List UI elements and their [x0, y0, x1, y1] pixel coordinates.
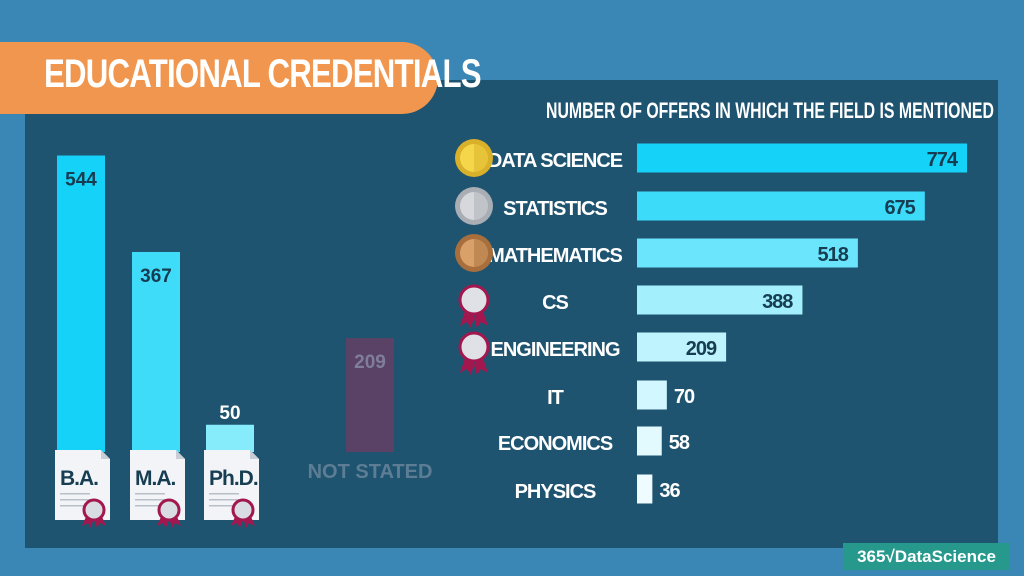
brand-logo: 365√DataScience [843, 543, 1010, 570]
bar-value-label: 675 [884, 197, 915, 219]
bar-m-a- [132, 251, 180, 452]
bar-value-label: 50 [219, 403, 240, 424]
category-label: PHYSICS [515, 481, 596, 503]
category-label: ECONOMICS [498, 433, 613, 455]
category-label: ENGINEERING [490, 339, 619, 361]
bar-value-label: 367 [140, 266, 172, 287]
title-banner [0, 42, 438, 114]
bar-value-label: 518 [818, 244, 849, 266]
medal-shade [474, 192, 488, 220]
category-label: M.A. [135, 467, 175, 490]
bar-cs [637, 285, 803, 315]
medal-shade [474, 144, 488, 172]
bar-value-label: 209 [686, 338, 717, 360]
rosette-face [458, 284, 490, 316]
field-chart-title: NUMBER OF OFFERS IN WHICH THE FIELD IS M… [546, 98, 994, 123]
certificate-line [60, 505, 90, 507]
certificate-line [135, 493, 165, 495]
certificate-line [209, 499, 239, 501]
certificate-fold [176, 450, 185, 459]
certificate-icon: B.A. [55, 450, 110, 528]
gold-medal-icon [455, 139, 493, 177]
bar-value-label: 388 [762, 291, 793, 313]
bar-economics [637, 426, 662, 456]
seal [82, 498, 106, 522]
bar-value-label: 774 [927, 149, 959, 171]
bar-value-label: 70 [674, 386, 695, 408]
category-label: IT [547, 387, 564, 409]
bar-statistics [637, 191, 925, 221]
bar-value-label: 544 [65, 170, 97, 191]
category-label: STATISTICS [503, 198, 607, 220]
bar-physics [637, 474, 653, 504]
certificate-line [209, 505, 239, 507]
certificate-fold [250, 450, 259, 459]
bar-it [637, 380, 667, 410]
bar-engineering [637, 332, 727, 362]
bar-mathematics [637, 238, 858, 268]
category-label: MATHEMATICS [488, 245, 622, 267]
bar-value-label: 209 [354, 352, 386, 373]
certificate-line [135, 499, 165, 501]
category-label: DATA SCIENCE [488, 150, 623, 172]
certificate-icon: Ph.D. [204, 450, 259, 528]
bar-data-science [637, 143, 968, 173]
certificate-icon: M.A. [130, 450, 185, 528]
rosette-face [458, 331, 490, 363]
silver-medal-icon [455, 187, 493, 225]
rosette-icon [458, 331, 490, 375]
category-label: NOT STATED [308, 461, 433, 483]
bar-value-label: 36 [659, 480, 680, 502]
certificate-line [209, 493, 239, 495]
rosette-icon [458, 284, 490, 328]
category-label: Ph.D. [209, 467, 258, 490]
bar-value-label: 58 [669, 432, 690, 454]
page-title: EDUCATIONAL CREDENTIALS [44, 52, 482, 96]
certificate-line [60, 499, 90, 501]
bar-ph-d- [206, 424, 254, 452]
seal [157, 498, 181, 522]
category-label: B.A. [60, 467, 98, 490]
bar-b-a- [57, 155, 105, 452]
seal [231, 498, 255, 522]
certificate-fold [101, 450, 110, 459]
bronze-medal-icon [455, 234, 493, 272]
bar-not-stated [346, 338, 394, 452]
certificate-line [135, 505, 165, 507]
certificate-line [60, 493, 90, 495]
medal-shade [474, 239, 488, 267]
category-label: CS [542, 292, 568, 314]
